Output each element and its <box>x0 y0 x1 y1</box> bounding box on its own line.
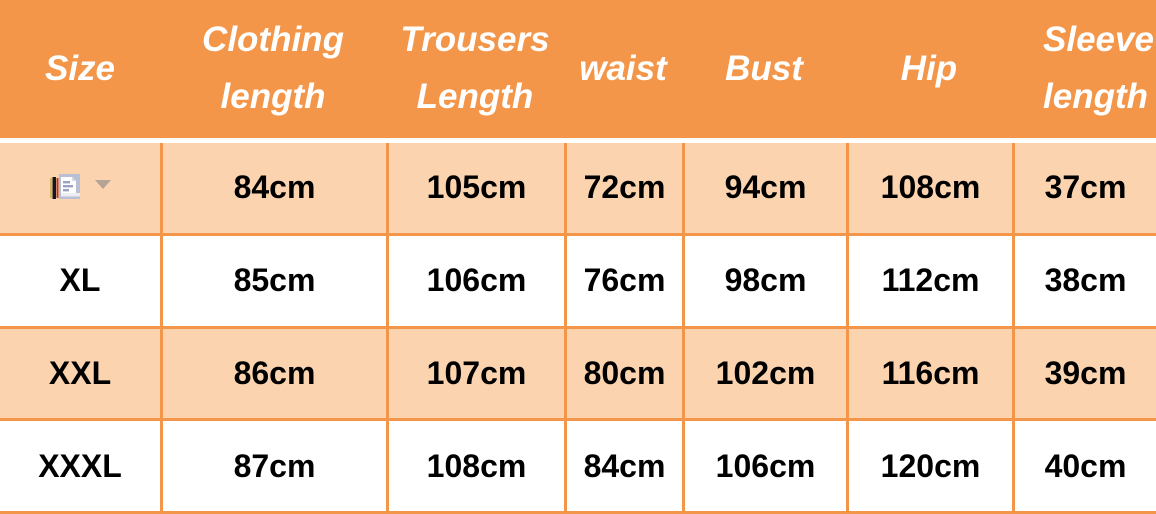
header-divider <box>0 138 1156 143</box>
table-cell: 107cm <box>386 328 564 419</box>
column-header-label: waist <box>579 48 667 88</box>
column-header-size: Size <box>0 0 160 138</box>
table-cell: 106cm <box>682 421 846 511</box>
cell-value: 98cm <box>724 262 807 299</box>
table-cell: 76cm <box>564 235 682 326</box>
table-row: XXL 86cm 107cm 80cm 102cm 116cm 39cm <box>0 328 1156 422</box>
cell-value: 86cm <box>233 354 316 391</box>
column-header-waist: waist <box>564 0 682 138</box>
cell-value: 80cm <box>583 354 666 391</box>
table-cell: 84cm <box>160 143 386 233</box>
cell-value: 108cm <box>426 447 527 484</box>
column-header-clothing-length: Clothing length <box>160 0 386 138</box>
table-cell: 98cm <box>682 235 846 326</box>
column-header-label: Bust <box>725 48 803 88</box>
cell-value: 105cm <box>426 169 527 206</box>
cell-value: 112cm <box>881 262 980 299</box>
cell-value: 84cm <box>233 169 316 206</box>
table-header-row: Size Clothing length Trousers Length wai… <box>0 0 1156 138</box>
size-cell: XL <box>0 236 160 326</box>
cell-value: 94cm <box>724 169 807 206</box>
table-cell: 87cm <box>160 421 386 511</box>
table-cell: 40cm <box>1012 421 1156 511</box>
paste-options-icon[interactable] <box>49 173 82 202</box>
size-cell-icon-group <box>49 173 111 202</box>
cell-value: 87cm <box>233 447 316 484</box>
table-cell: 80cm <box>564 328 682 419</box>
table-cell: 105cm <box>386 143 564 233</box>
cell-value: 116cm <box>881 354 980 391</box>
table-cell: 108cm <box>386 421 564 511</box>
cell-value: XL <box>59 262 101 299</box>
cell-value: 76cm <box>583 262 666 299</box>
cell-value: 107cm <box>426 354 527 391</box>
table-cell: 120cm <box>846 421 1012 511</box>
size-cell: XXL <box>0 329 160 419</box>
cell-value: 106cm <box>715 447 816 484</box>
column-header-sleeve-length: Sleeve length <box>1012 0 1156 138</box>
cell-value: 84cm <box>583 447 666 484</box>
column-header-hip: Hip <box>846 0 1012 138</box>
table-cell: 116cm <box>846 328 1012 419</box>
column-header-label: Size <box>44 48 116 88</box>
size-cell <box>0 143 160 233</box>
table-cell: 108cm <box>846 143 1012 233</box>
cell-value: XXXL <box>38 447 122 484</box>
cell-value: 106cm <box>426 262 527 299</box>
table-cell: 84cm <box>564 421 682 511</box>
table-row: XXXL 87cm 108cm 84cm 106cm 120cm 40cm <box>0 421 1156 514</box>
table-body: 84cm 105cm 72cm 94cm 108cm 37cm XL 85cm … <box>0 143 1156 514</box>
table-cell: 112cm <box>846 235 1012 326</box>
cell-value: 120cm <box>880 447 981 484</box>
cell-value: 102cm <box>715 354 816 391</box>
table-cell: 37cm <box>1012 143 1156 233</box>
table-cell: 102cm <box>682 328 846 419</box>
table-cell: 39cm <box>1012 328 1156 419</box>
table-cell: 106cm <box>386 235 564 326</box>
column-header-label: Sleeve length <box>1043 20 1154 116</box>
cell-value: 40cm <box>1044 447 1127 484</box>
cell-value: 85cm <box>233 262 316 299</box>
table-row: 84cm 105cm 72cm 94cm 108cm 37cm <box>0 143 1156 236</box>
table-cell: 94cm <box>682 143 846 233</box>
column-header-bust: Bust <box>682 0 846 138</box>
table-cell: 72cm <box>564 143 682 233</box>
table-cell: 85cm <box>160 235 386 326</box>
table-cell: 86cm <box>160 328 386 419</box>
size-cell: XXXL <box>0 421 160 511</box>
dropdown-arrow-icon[interactable] <box>94 180 111 190</box>
column-header-label: Hip <box>900 48 958 88</box>
cell-value: 38cm <box>1044 262 1127 299</box>
cell-value: 39cm <box>1044 354 1127 391</box>
cell-value: 108cm <box>880 169 981 206</box>
cell-value: 72cm <box>583 169 666 206</box>
cell-value: 37cm <box>1044 169 1127 206</box>
column-header-label: Trousers Length <box>400 20 550 116</box>
cell-value: XXL <box>48 354 112 391</box>
column-header-trousers-length: Trousers Length <box>386 0 564 138</box>
table-cell: 38cm <box>1012 235 1156 326</box>
table-row: XL 85cm 106cm 76cm 98cm 112cm 38cm <box>0 235 1156 329</box>
column-header-label: Clothing length <box>202 20 344 116</box>
